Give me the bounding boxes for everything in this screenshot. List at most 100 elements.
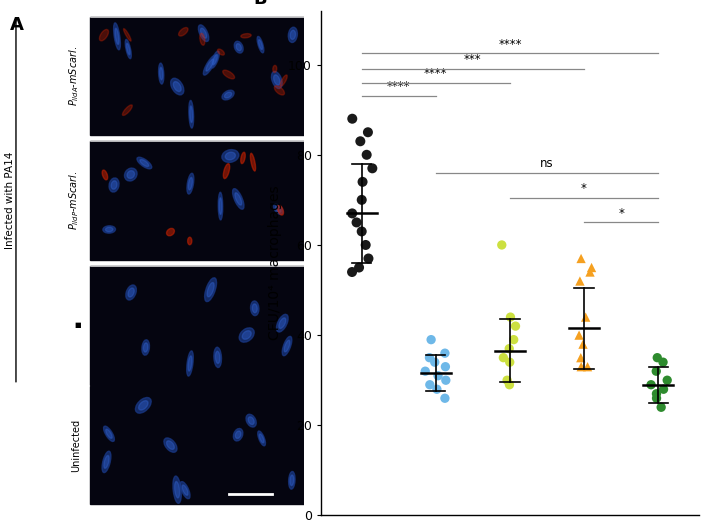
Ellipse shape [225,92,232,98]
Point [510,322,521,330]
Ellipse shape [251,153,256,171]
Point [582,362,593,371]
Ellipse shape [137,157,152,169]
Ellipse shape [124,28,131,41]
Ellipse shape [180,482,190,499]
Point [354,264,365,272]
Ellipse shape [142,340,150,355]
Ellipse shape [174,481,179,498]
Point [429,358,441,367]
Point [498,353,509,362]
Point [573,331,585,339]
Point [662,376,673,385]
Ellipse shape [106,429,112,438]
Point [351,218,362,227]
Point [651,367,662,376]
Text: ■: ■ [75,322,81,328]
Ellipse shape [271,72,282,88]
Ellipse shape [275,86,285,95]
Text: ****: **** [387,80,410,94]
Ellipse shape [173,476,181,503]
Ellipse shape [186,351,193,376]
Ellipse shape [222,149,239,163]
Ellipse shape [114,23,121,50]
Text: A: A [10,16,24,34]
Ellipse shape [160,67,163,80]
Ellipse shape [115,28,119,44]
Ellipse shape [167,228,174,236]
Ellipse shape [274,75,280,85]
Ellipse shape [189,100,193,128]
Ellipse shape [258,39,263,49]
Ellipse shape [234,41,243,53]
Point [580,313,592,321]
Point [440,376,451,385]
Text: $\mathit{P_{lldA}}$-$\mathit{mScarl.}$: $\mathit{P_{lldA}}$-$\mathit{mScarl.}$ [68,46,81,106]
Ellipse shape [215,351,220,363]
Ellipse shape [203,55,216,75]
Ellipse shape [251,301,259,316]
Point [501,376,513,385]
Ellipse shape [100,29,109,41]
Point [357,178,369,186]
Text: *: * [581,182,587,195]
Ellipse shape [219,198,222,215]
Point [347,209,358,218]
Point [574,277,585,285]
Point [366,164,378,173]
Bar [90,17,304,135]
Ellipse shape [222,70,234,79]
Ellipse shape [273,204,283,215]
Ellipse shape [136,398,151,413]
Ellipse shape [182,485,188,495]
Text: *: * [618,207,624,220]
Bar [90,386,304,504]
Point [575,254,587,262]
Ellipse shape [213,55,217,65]
Point [440,362,451,371]
Ellipse shape [257,36,264,53]
Ellipse shape [288,27,297,43]
Point [651,394,662,402]
Text: Uninfected: Uninfected [71,419,81,472]
Ellipse shape [252,304,257,312]
Ellipse shape [190,106,193,123]
Ellipse shape [143,343,148,352]
Ellipse shape [277,205,284,215]
Point [362,128,373,136]
Text: $\mathit{P_{lldP}}$-$\mathit{mScarl.}$: $\mathit{P_{lldP}}$-$\mathit{mScarl.}$ [68,171,81,230]
Ellipse shape [223,164,229,179]
Point [578,340,589,348]
Ellipse shape [235,193,241,205]
Point [575,362,587,371]
Point [651,390,662,398]
Ellipse shape [111,181,117,189]
Ellipse shape [122,105,132,115]
Ellipse shape [289,471,295,489]
Ellipse shape [235,431,241,439]
Ellipse shape [188,237,192,245]
Point [426,336,437,344]
Bar [90,141,304,260]
Ellipse shape [173,82,181,92]
Point [586,264,597,272]
Ellipse shape [103,226,116,233]
Y-axis label: CFU/10⁴ macrophages: CFU/10⁴ macrophages [268,186,282,340]
Ellipse shape [126,43,130,55]
Text: ***: *** [464,54,481,66]
Ellipse shape [259,434,264,443]
Point [655,403,666,411]
Point [645,380,657,389]
Ellipse shape [104,426,114,441]
Ellipse shape [241,152,245,164]
Ellipse shape [290,475,294,485]
Ellipse shape [236,44,241,50]
Ellipse shape [218,193,222,220]
Ellipse shape [126,285,136,300]
Ellipse shape [225,152,235,160]
Ellipse shape [140,159,149,167]
Point [347,115,358,123]
Point [652,353,663,362]
Point [354,137,366,146]
Ellipse shape [164,438,177,452]
